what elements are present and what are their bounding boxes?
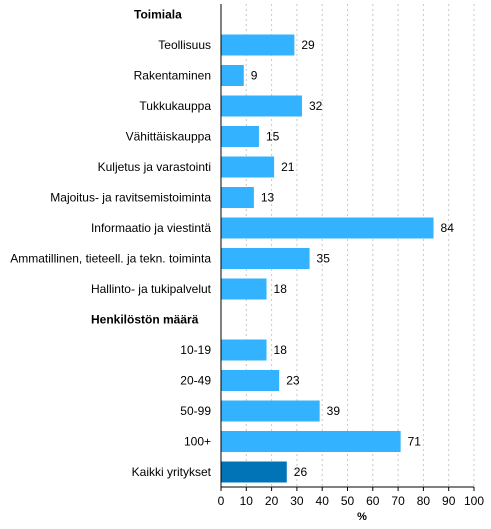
bar [221, 217, 434, 239]
group-heading: Henkilöstön määrä [91, 313, 199, 327]
x-tick-label: 10 [240, 494, 254, 508]
x-tick-label: 40 [316, 494, 330, 508]
bar [221, 370, 280, 391]
category-label: Rakentaminen [134, 69, 211, 83]
bar [221, 156, 275, 178]
x-tick-label: 20 [265, 494, 279, 508]
x-tick-label: 50 [341, 494, 355, 508]
x-tick-label: 90 [442, 494, 456, 508]
bar [221, 400, 320, 422]
data-label: 23 [286, 374, 300, 388]
group-heading: Toimiala [134, 8, 182, 22]
data-label: 32 [309, 99, 323, 113]
bar [221, 126, 259, 147]
bar [221, 187, 254, 208]
category-label: Kuljetus ja varastointi [98, 160, 211, 174]
category-label: Vähittäiskauppa [126, 130, 212, 144]
bars [221, 34, 434, 483]
bar [221, 34, 295, 56]
data-label: 71 [408, 435, 422, 449]
category-label: Majoitus- ja ravitsemistoiminta [50, 191, 211, 205]
data-label: 21 [281, 160, 295, 174]
category-label: Tukkukauppa [139, 99, 211, 113]
x-axis: 0 10 20 30 40 50 60 70 80 90 100% [218, 4, 484, 523]
bar-total [221, 461, 287, 483]
category-label: 10-19 [180, 343, 211, 357]
category-label: 50-99 [180, 404, 211, 418]
x-tick-label: 70 [391, 494, 405, 508]
x-tick-label: 80 [417, 494, 431, 508]
bar [221, 65, 244, 86]
x-tick-label: 0 [218, 494, 225, 508]
category-label: Teollisuus [158, 38, 211, 52]
data-label: 29 [301, 38, 315, 52]
bar [221, 431, 401, 452]
category-label: Ammatillinen, tieteell. ja tekn. toimint… [10, 252, 211, 266]
data-label: 39 [327, 404, 341, 418]
category-label: Kaikki yritykset [132, 465, 212, 479]
category-label: 20-49 [180, 374, 211, 388]
x-tick-label: 30 [290, 494, 304, 508]
bar [221, 339, 267, 361]
data-label: 18 [274, 282, 288, 296]
x-tick-label: 100 [464, 494, 484, 508]
grid-lines [245, 4, 475, 487]
data-label: 13 [261, 191, 275, 205]
bar [221, 248, 310, 269]
data-label: 15 [266, 130, 280, 144]
category-label: 100+ [184, 435, 211, 449]
x-tick-label: 60 [366, 494, 380, 508]
category-label: Hallinto- ja tukipalvelut [91, 282, 212, 296]
category-labels: Toimiala Teollisuus 29 Rakentaminen 9 Tukkuka… [10, 8, 454, 480]
data-label: 35 [317, 252, 331, 266]
data-label: 84 [441, 221, 455, 235]
bar [221, 95, 302, 117]
x-axis-unit: % [357, 511, 367, 523]
data-label: 26 [294, 465, 308, 479]
category-label: Informaatio ja viestintä [91, 221, 211, 235]
data-label: 9 [251, 69, 258, 83]
bar [221, 278, 267, 300]
data-label: 18 [274, 343, 288, 357]
